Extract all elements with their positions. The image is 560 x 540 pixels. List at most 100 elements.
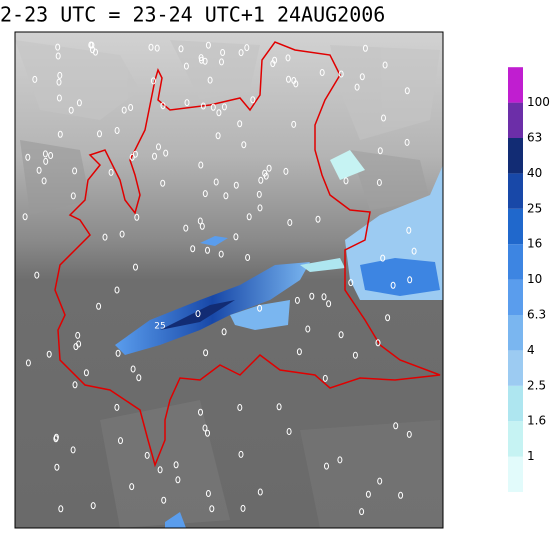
colorbar-label: 63 (527, 131, 542, 145)
station (163, 149, 169, 157)
station (70, 192, 76, 200)
station (205, 429, 210, 437)
station (54, 463, 60, 471)
station (42, 150, 48, 158)
station (324, 462, 329, 470)
stations (22, 41, 417, 516)
station (157, 466, 163, 474)
station (72, 167, 78, 175)
station (393, 422, 399, 430)
station (215, 132, 221, 140)
station (244, 44, 250, 52)
station (203, 349, 209, 357)
colorbar-box (508, 138, 523, 174)
station (200, 102, 206, 110)
station (293, 80, 299, 88)
station (57, 130, 63, 138)
station (210, 103, 216, 111)
map-label: 25 (154, 322, 165, 332)
station (198, 408, 203, 416)
station (291, 120, 297, 128)
station (319, 69, 325, 76)
colorbar-label: 25 (527, 201, 542, 215)
station (56, 94, 62, 102)
colorbar-box (508, 350, 523, 386)
station (233, 233, 239, 241)
station (359, 508, 365, 516)
station (114, 286, 120, 294)
map: 25 (15, 32, 443, 528)
station (266, 164, 272, 172)
station (197, 217, 203, 225)
station (322, 374, 328, 382)
station (221, 103, 227, 111)
station (326, 300, 332, 308)
station (36, 166, 42, 174)
precipitation (115, 150, 443, 528)
station (160, 102, 166, 110)
station (258, 176, 264, 184)
colorbar-box (508, 456, 523, 492)
station (213, 178, 219, 186)
station (406, 430, 412, 438)
station (195, 310, 201, 318)
station (219, 58, 224, 66)
station (160, 179, 166, 187)
station (199, 56, 204, 64)
station (223, 192, 229, 200)
station (262, 169, 268, 177)
station (183, 224, 189, 232)
station (115, 349, 121, 357)
colorbar-box (508, 244, 523, 280)
station (348, 279, 354, 287)
colorbar-label: 10 (527, 272, 542, 286)
station (96, 302, 102, 310)
station (70, 446, 76, 454)
station (237, 404, 243, 411)
station (380, 254, 386, 262)
station (221, 328, 227, 336)
station (257, 304, 263, 312)
station (270, 60, 276, 68)
colorbar-box (508, 208, 523, 245)
station (352, 351, 358, 359)
station (32, 75, 38, 83)
station (398, 491, 404, 499)
station (294, 296, 300, 304)
colorbar-label: 1.6 (527, 414, 546, 428)
station (309, 292, 315, 300)
station (34, 271, 40, 279)
station (83, 369, 89, 377)
station (108, 168, 114, 176)
station (57, 71, 63, 79)
station (118, 437, 123, 445)
title: 2-23 UTC = 23-24 UTC+1 24AUG2006 (0, 3, 385, 27)
station (205, 246, 210, 254)
station (407, 276, 413, 284)
station (25, 153, 31, 161)
station (276, 403, 282, 411)
station (129, 483, 135, 491)
colorbar-label: 16 (527, 237, 542, 251)
station (257, 204, 263, 212)
colorbar-label: 2.5 (527, 378, 546, 392)
station (376, 179, 382, 186)
station (205, 41, 211, 49)
station (89, 41, 95, 49)
map-frame (14, 31, 444, 529)
station (114, 403, 120, 411)
station (220, 49, 226, 56)
station (338, 70, 344, 78)
station (337, 456, 343, 464)
station (22, 213, 28, 221)
colorbar-label: 6.3 (527, 308, 546, 322)
station (382, 61, 388, 69)
station (404, 138, 410, 146)
station (205, 490, 211, 497)
station (102, 233, 108, 241)
station (184, 99, 190, 107)
station (406, 226, 412, 234)
station (362, 44, 368, 52)
station (25, 359, 31, 367)
